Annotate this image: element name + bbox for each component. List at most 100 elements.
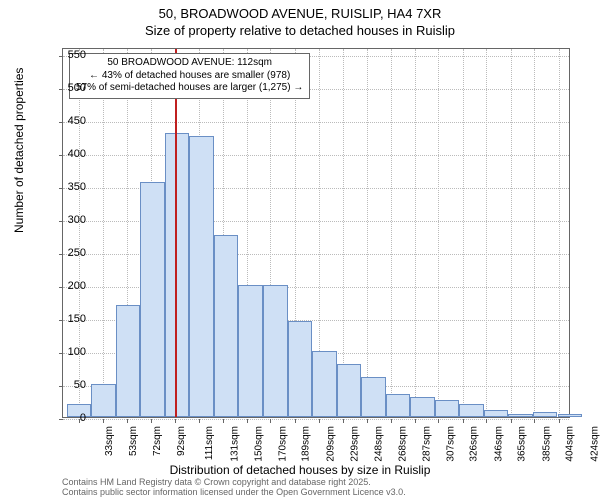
gridline-v <box>559 49 560 417</box>
histogram-bar <box>558 414 583 417</box>
xtick-label: 385sqm <box>541 426 552 462</box>
gridline-v <box>103 49 104 417</box>
histogram-bar <box>508 414 533 417</box>
gridline-v <box>511 49 512 417</box>
ytick-mark <box>59 122 63 123</box>
xtick-mark <box>511 419 512 423</box>
annotation-line: 50 BROADWOOD AVENUE: 112sqm <box>76 57 303 70</box>
xtick-mark <box>270 419 271 423</box>
ytick-label: 350 <box>68 181 86 193</box>
histogram-bar <box>337 364 362 417</box>
histogram-bar <box>288 321 313 417</box>
gridline-v <box>486 49 487 417</box>
histogram-bar <box>91 384 116 417</box>
plot-region: 50 BROADWOOD AVENUE: 112sqm← 43% of deta… <box>62 48 570 418</box>
xtick-mark <box>367 419 368 423</box>
footer-attribution: Contains HM Land Registry data © Crown c… <box>62 478 406 498</box>
y-axis-label: Number of detached properties <box>12 68 26 233</box>
ytick-mark <box>59 188 63 189</box>
gridline-v <box>415 49 416 417</box>
gridline-v <box>367 49 368 417</box>
ytick-label: 400 <box>68 148 86 160</box>
ytick-label: 250 <box>68 247 86 259</box>
gridline-h <box>63 419 569 420</box>
ytick-mark <box>59 89 63 90</box>
footer-line-2: Contains public sector information licen… <box>62 488 406 498</box>
histogram-bar <box>263 285 288 417</box>
ytick-mark <box>59 254 63 255</box>
ytick-mark <box>59 419 63 420</box>
ytick-mark <box>59 287 63 288</box>
xtick-label: 170sqm <box>278 426 289 462</box>
xtick-mark <box>391 419 392 423</box>
gridline-v <box>79 49 80 417</box>
gridline-v <box>343 49 344 417</box>
xtick-mark <box>295 419 296 423</box>
title-line-2: Size of property relative to detached ho… <box>0 23 600 40</box>
xtick-label: 92sqm <box>176 426 187 456</box>
histogram-bar <box>459 404 484 417</box>
x-axis-label: Distribution of detached houses by size … <box>0 463 600 477</box>
ytick-label: 0 <box>80 412 86 424</box>
ytick-label: 100 <box>68 346 86 358</box>
gridline-v <box>534 49 535 417</box>
histogram-bar <box>140 182 165 417</box>
gridline-h <box>63 221 569 222</box>
xtick-label: 365sqm <box>517 426 528 462</box>
histogram-bar <box>361 377 386 417</box>
xtick-mark <box>199 419 200 423</box>
ytick-mark <box>59 386 63 387</box>
histogram-bar <box>435 400 460 417</box>
xtick-mark <box>223 419 224 423</box>
ytick-label: 150 <box>68 313 86 325</box>
xtick-mark <box>103 419 104 423</box>
xtick-label: 268sqm <box>398 426 409 462</box>
xtick-mark <box>247 419 248 423</box>
chart-container: 50, BROADWOOD AVENUE, RUISLIP, HA4 7XR S… <box>0 0 600 500</box>
marker-line <box>175 49 177 417</box>
ytick-mark <box>59 56 63 57</box>
ytick-label: 50 <box>74 379 86 391</box>
annotation-line: ← 43% of detached houses are smaller (97… <box>76 70 303 83</box>
annotation-box: 50 BROADWOOD AVENUE: 112sqm← 43% of deta… <box>69 53 310 99</box>
xtick-label: 150sqm <box>253 426 264 462</box>
histogram-bar <box>214 235 239 417</box>
xtick-label: 229sqm <box>350 426 361 462</box>
xtick-mark <box>127 419 128 423</box>
ytick-label: 300 <box>68 214 86 226</box>
ytick-mark <box>59 353 63 354</box>
histogram-bar <box>165 133 190 417</box>
gridline-h <box>63 254 569 255</box>
gridline-v <box>391 49 392 417</box>
annotation-line: 57% of semi-detached houses are larger (… <box>76 82 303 95</box>
ytick-mark <box>59 221 63 222</box>
xtick-label: 307sqm <box>446 426 457 462</box>
xtick-label: 326sqm <box>469 426 480 462</box>
xtick-mark <box>534 419 535 423</box>
ytick-label: 200 <box>68 280 86 292</box>
plot-area: 50 BROADWOOD AVENUE: 112sqm← 43% of deta… <box>62 48 570 418</box>
xtick-label: 131sqm <box>230 426 241 462</box>
xtick-label: 189sqm <box>301 426 312 462</box>
histogram-bar <box>386 394 411 417</box>
title-line-1: 50, BROADWOOD AVENUE, RUISLIP, HA4 7XR <box>0 6 600 23</box>
histogram-bar <box>116 305 141 417</box>
xtick-mark <box>175 419 176 423</box>
gridline-v <box>463 49 464 417</box>
ytick-label: 450 <box>68 115 86 127</box>
ytick-label: 550 <box>68 49 86 61</box>
histogram-bar <box>410 397 435 417</box>
histogram-bar <box>312 351 337 417</box>
xtick-label: 53sqm <box>129 426 140 456</box>
histogram-bar <box>189 136 214 417</box>
xtick-label: 424sqm <box>589 426 600 462</box>
xtick-label: 72sqm <box>152 426 163 456</box>
xtick-label: 404sqm <box>565 426 576 462</box>
xtick-label: 209sqm <box>325 426 336 462</box>
xtick-label: 111sqm <box>204 426 215 460</box>
xtick-label: 346sqm <box>494 426 505 462</box>
histogram-bar <box>238 285 263 417</box>
gridline-h <box>63 122 569 123</box>
xtick-mark <box>319 419 320 423</box>
xtick-mark <box>463 419 464 423</box>
